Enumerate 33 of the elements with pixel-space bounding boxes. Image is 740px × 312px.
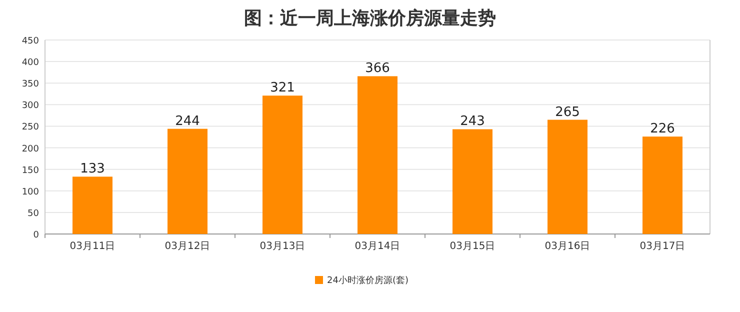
y-tick-label: 400 [22,58,40,68]
y-tick-label: 350 [22,80,40,90]
bar [262,96,302,234]
data-label: 133 [80,162,105,177]
data-label: 321 [270,80,295,96]
bar [72,176,112,234]
data-label: 265 [555,104,580,120]
bar [358,76,398,234]
bar [168,128,208,234]
chart-title: 图：近一周上海涨价房源量走势 [244,8,496,29]
x-tick-label: 03月16日 [544,241,590,252]
x-tick-label: 03月12日 [164,241,210,252]
x-tick-label: 03月15日 [450,241,496,252]
y-tick-label: 300 [22,101,40,112]
data-label: 366 [365,61,390,76]
bar [642,136,682,234]
y-tick-label: 250 [22,122,40,133]
data-label: 243 [460,114,485,130]
y-tick-label: 450 [22,36,40,46]
x-tick-label: 03月13日 [260,241,306,252]
y-tick-label: 100 [22,187,40,198]
y-tick-label: 150 [22,166,40,176]
x-tick-label: 03月17日 [640,241,686,252]
legend-label: 24小时涨价房源(套) [327,275,408,286]
data-label: 244 [175,114,200,129]
data-label: 226 [650,122,675,137]
y-tick-label: 200 [22,144,40,154]
x-tick-label: 03月11日 [70,241,116,252]
y-tick-label: 0 [33,230,40,240]
y-tick-label: 50 [28,208,40,219]
bar [452,129,492,234]
x-tick-label: 03月14日 [354,241,400,252]
bar [548,120,588,234]
